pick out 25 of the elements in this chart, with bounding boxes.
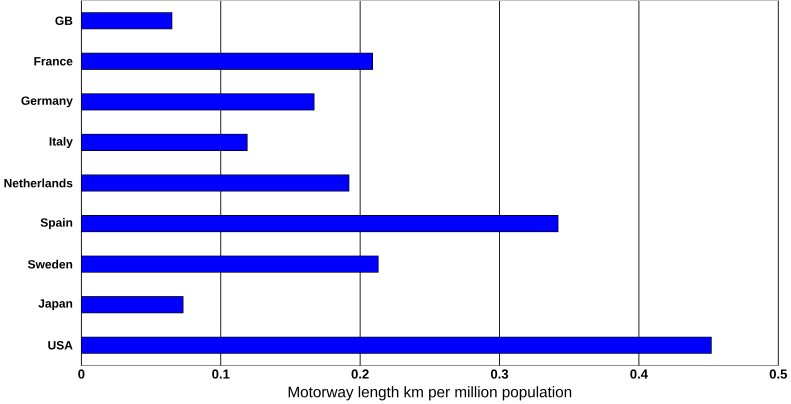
x-tick-label: 0.1: [212, 369, 230, 379]
y-tick-label: Spain: [40, 218, 72, 230]
bar: [81, 52, 374, 70]
x-tick-label: 0: [78, 369, 84, 379]
bar: [81, 93, 314, 110]
bar: [81, 256, 379, 273]
x-tick-label: 0.5: [770, 369, 788, 379]
y-tick-label: Germany: [21, 96, 73, 108]
y-tick-label: GB: [55, 16, 72, 25]
bar: [81, 336, 712, 354]
y-tick-label: Netherlands: [4, 178, 72, 188]
y-tick-label: USA: [48, 341, 73, 350]
bar: [81, 215, 558, 232]
x-tick-label: 0.4: [630, 369, 648, 379]
x-axis-title: Motorway length km per million population: [288, 386, 572, 400]
bar: [81, 134, 248, 151]
x-tick-label: 0.3: [490, 369, 508, 379]
bar: [81, 12, 172, 30]
y-tick-label: Japan: [38, 299, 72, 310]
bar: [81, 296, 184, 314]
bar: [81, 174, 350, 192]
y-tick-label: France: [34, 57, 72, 66]
y-tick-label: Italy: [50, 136, 73, 148]
y-tick-label: Sweden: [28, 260, 72, 269]
x-tick-label: 0.2: [352, 369, 369, 379]
